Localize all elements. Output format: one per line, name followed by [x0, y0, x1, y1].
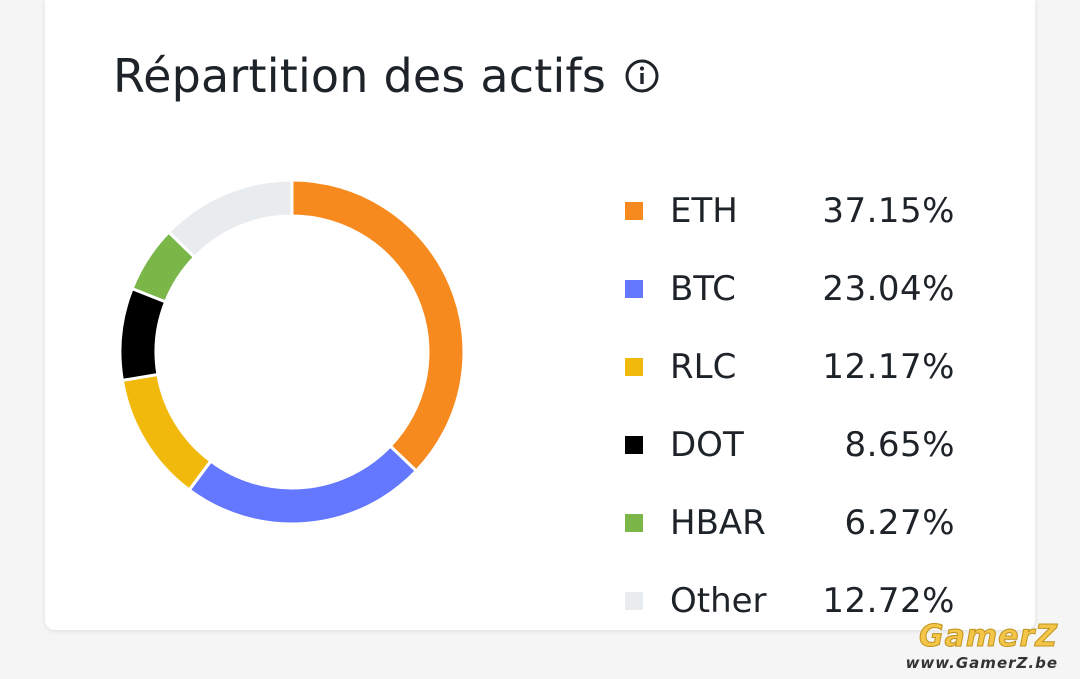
legend-value: 8.65% — [844, 425, 955, 465]
legend-swatch — [625, 358, 643, 376]
legend-swatch — [625, 436, 643, 454]
donut-slice-dot[interactable] — [118, 286, 168, 383]
legend-item-eth[interactable]: ETH 37.15% — [625, 172, 955, 250]
legend-label: HBAR — [670, 503, 766, 543]
legend-item-other[interactable]: Other 12.72% — [625, 562, 955, 640]
legend-item-hbar[interactable]: HBAR 6.27% — [625, 484, 955, 562]
legend-label: DOT — [670, 425, 744, 465]
legend-swatch — [625, 514, 643, 532]
legend-value: 12.72% — [822, 581, 955, 621]
legend-label: ETH — [670, 191, 738, 231]
card-header: Répartition des actifs — [113, 46, 660, 106]
donut-chart — [118, 178, 466, 526]
legend-item-rlc[interactable]: RLC 12.17% — [625, 328, 955, 406]
legend-label: BTC — [670, 269, 736, 309]
legend-value: 12.17% — [822, 347, 955, 387]
donut-slice-btc[interactable] — [187, 443, 419, 526]
legend-label: RLC — [670, 347, 737, 387]
legend-label: Other — [670, 581, 767, 621]
card-title: Répartition des actifs — [113, 49, 606, 103]
legend-swatch — [625, 592, 643, 610]
donut-slice-rlc[interactable] — [120, 372, 213, 493]
legend-value: 6.27% — [844, 503, 955, 543]
legend-swatch — [625, 202, 643, 220]
donut-slice-other[interactable] — [166, 178, 294, 260]
watermark-url: www.GamerZ.be — [905, 654, 1058, 672]
donut-slice-eth[interactable] — [290, 178, 466, 474]
legend-swatch — [625, 280, 643, 298]
watermark: GamerZ www.GamerZ.be — [905, 619, 1058, 672]
legend-value: 23.04% — [822, 269, 955, 309]
legend-value: 37.15% — [822, 191, 955, 231]
legend-item-dot[interactable]: DOT 8.65% — [625, 406, 955, 484]
legend-item-btc[interactable]: BTC 23.04% — [625, 250, 955, 328]
watermark-logo: GamerZ — [918, 619, 1058, 654]
info-circle-icon[interactable] — [624, 58, 660, 94]
asset-allocation-card — [45, 0, 1035, 630]
